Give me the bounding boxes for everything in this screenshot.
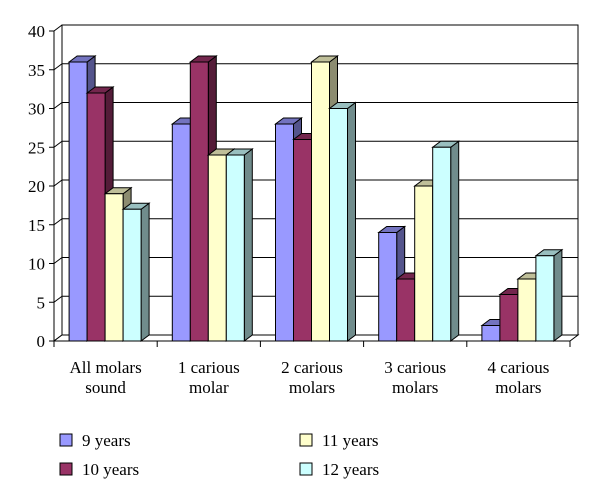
bar-side xyxy=(553,248,563,342)
y-tick-label: 15 xyxy=(28,216,45,235)
bar-front xyxy=(535,255,555,342)
legend-label: 9 years xyxy=(82,431,131,450)
bar: 12 years: 17 xyxy=(121,202,151,342)
bar-side xyxy=(140,202,150,342)
legend-entry: 12 years xyxy=(299,460,379,479)
y-tick-label: 35 xyxy=(28,61,45,80)
legend-entry: 9 years xyxy=(59,431,131,450)
y-tick-label: 40 xyxy=(28,22,45,41)
wall-diagonal xyxy=(53,295,63,303)
wall-diagonal xyxy=(53,257,63,264)
wall-diagonal xyxy=(53,140,63,148)
bar-front xyxy=(432,146,452,342)
bar-side xyxy=(243,148,253,342)
legend-swatch xyxy=(59,462,73,476)
legend-entry: 10 years xyxy=(59,460,139,479)
y-tick-label: 30 xyxy=(28,100,45,119)
y-tick-label: 20 xyxy=(28,177,45,196)
wall-diagonal xyxy=(53,179,63,187)
bar-front xyxy=(68,61,88,342)
legend-layer: 9 years 10 years 11 years 12 years xyxy=(59,431,379,479)
y-tick-label: 5 xyxy=(37,293,46,312)
legend-entry: 11 years xyxy=(299,431,379,450)
legend-swatch xyxy=(299,433,313,447)
legend-swatch xyxy=(59,433,73,447)
y-tick-label: 25 xyxy=(28,138,45,157)
label-layer: All molars sound 1 carious molar 2 carious mo… xyxy=(69,358,549,397)
bar: 12 years: 11 xyxy=(534,248,564,342)
bar-front xyxy=(86,92,106,342)
bar-front xyxy=(396,278,416,342)
x-tick-label: 3 carious molars xyxy=(384,358,446,397)
wall-diagonal xyxy=(53,24,63,32)
bar-front xyxy=(225,154,245,342)
x-tick-label: 1 carious molar xyxy=(178,358,240,397)
bar: 12 years: 25 xyxy=(431,140,461,342)
bar-front xyxy=(499,294,519,342)
legend-label: 10 years xyxy=(82,460,139,479)
x-tick-label: All molars sound xyxy=(69,358,141,397)
bar-front xyxy=(293,139,312,342)
bar-front xyxy=(104,193,124,342)
y-tick-label: 0 xyxy=(37,332,46,351)
bar-side xyxy=(450,140,460,342)
bar-front xyxy=(517,278,537,342)
bar-front xyxy=(329,108,348,342)
wall-diagonal xyxy=(53,102,63,109)
bar-side xyxy=(347,101,356,342)
legend-label: 11 years xyxy=(322,431,379,450)
bar: 12 years: 30 xyxy=(328,101,357,342)
bar-front xyxy=(481,325,501,342)
bar-front xyxy=(122,208,142,342)
bar-layer: 9 years: 3610 years: 3211 years: 1912 ye… xyxy=(67,55,564,342)
legend-swatch xyxy=(299,462,313,476)
wall-diagonal xyxy=(53,218,63,226)
bar-front xyxy=(207,154,227,342)
y-tick-label: 10 xyxy=(28,255,45,274)
bar-front xyxy=(275,123,294,342)
legend-label: 12 years xyxy=(322,460,379,479)
bar: 12 years: 24 xyxy=(224,148,254,342)
bar-front xyxy=(414,185,434,342)
x-tick-label: 4 carious molars xyxy=(487,358,549,397)
bar-front xyxy=(189,61,209,342)
bar-front xyxy=(311,61,330,342)
bar-front xyxy=(171,123,191,342)
x-tick-label: 2 carious molars xyxy=(281,358,343,397)
bar-front xyxy=(378,232,398,342)
wall-diagonal xyxy=(53,63,63,71)
